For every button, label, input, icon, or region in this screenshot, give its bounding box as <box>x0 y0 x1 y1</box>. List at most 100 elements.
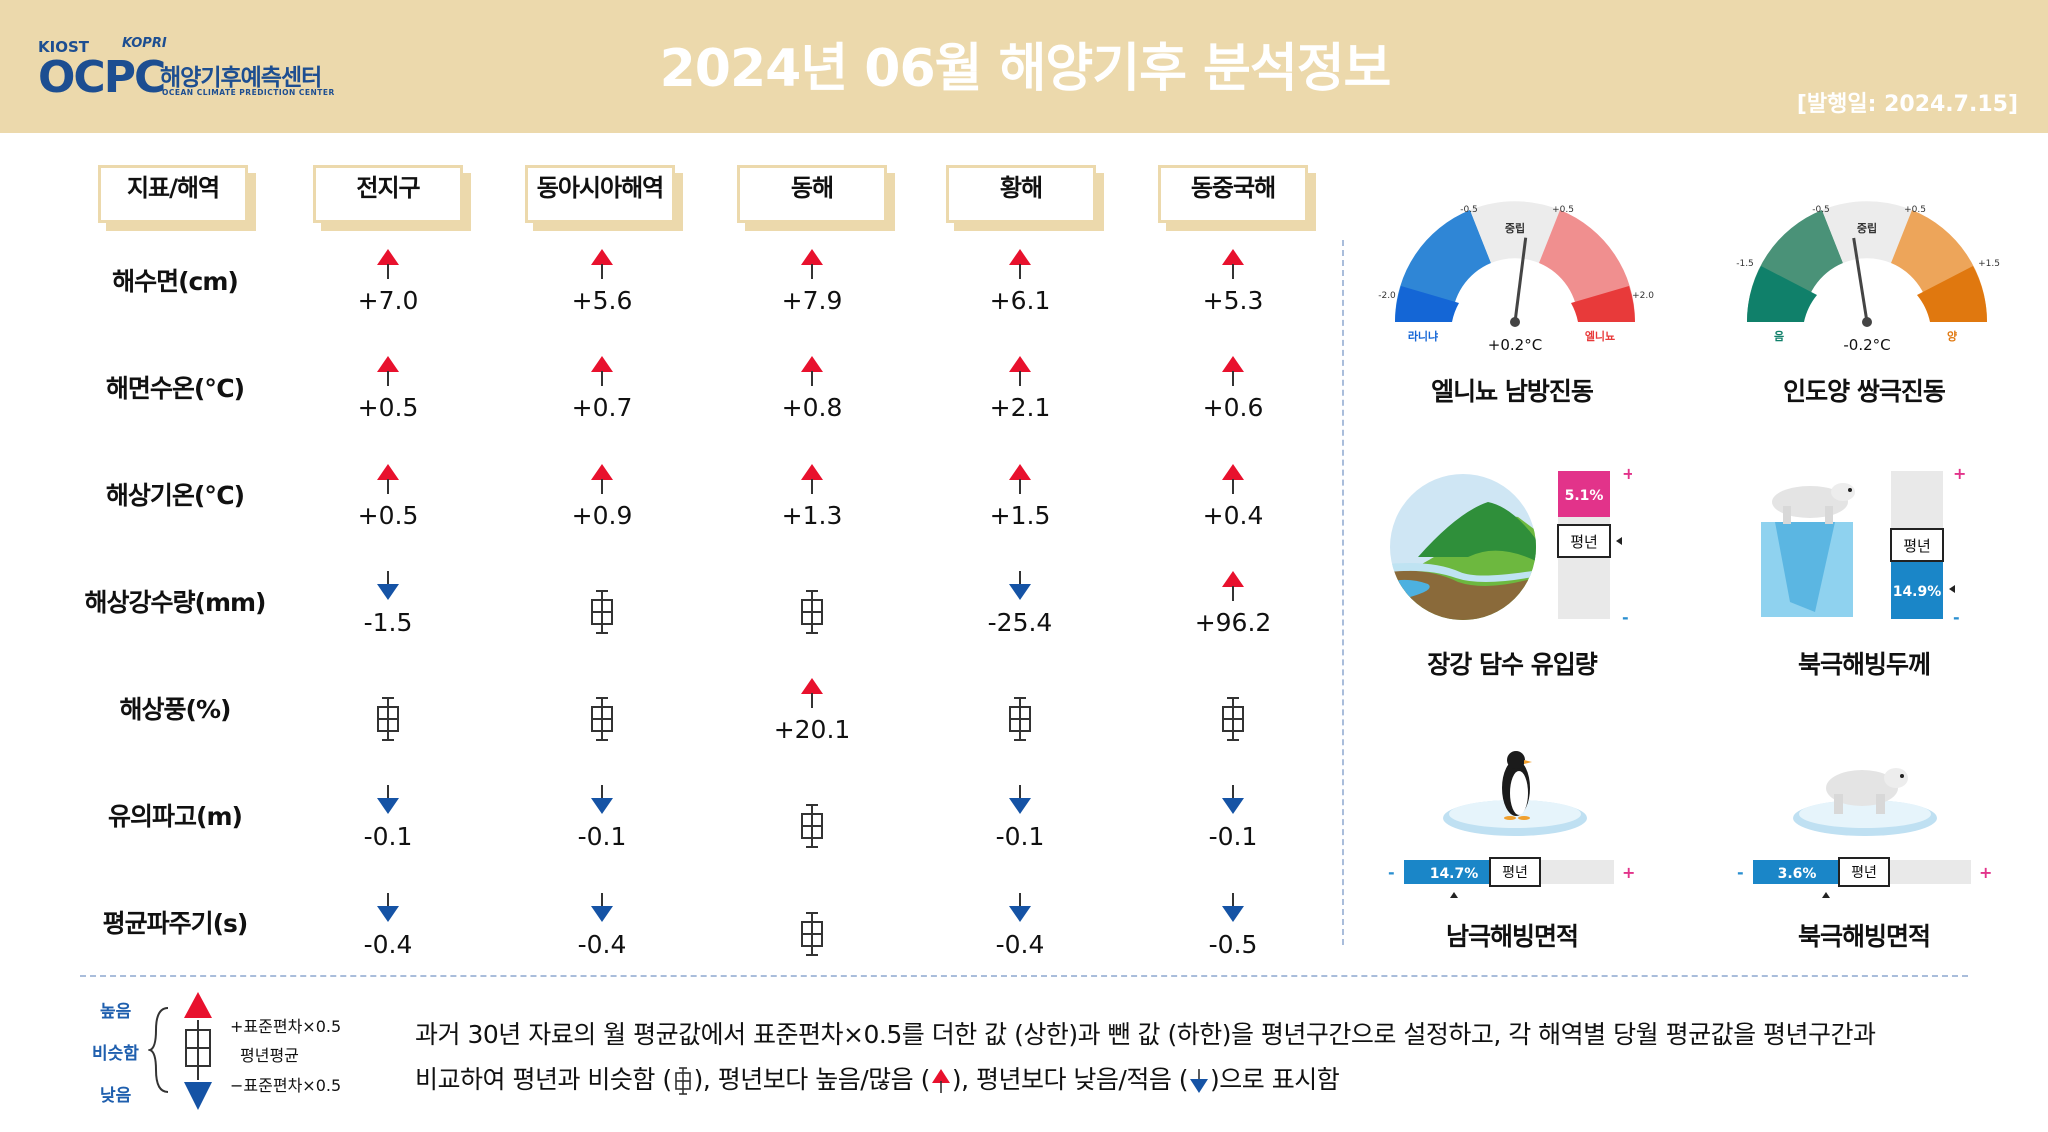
arctic-area-plus: + <box>1979 863 1992 882</box>
region-header-east-sea: 동해 <box>737 165 887 223</box>
up-arrow-icon <box>376 355 400 391</box>
enso-needle <box>1513 237 1528 323</box>
logo-kiost-text: KIOST <box>38 38 89 56</box>
row-label-wind: 해상풍(%) <box>119 695 232 724</box>
cell-value: +20.1 <box>773 715 851 744</box>
row-label-wave-period: 평균파주기(s) <box>102 909 249 938</box>
iod-title: 인도양 쌍극진동 <box>1783 377 1946 406</box>
cell-value: -0.4 <box>577 930 627 959</box>
row-label-sea-level: 해수면(cm) <box>112 267 239 296</box>
up-arrow-icon <box>1221 355 1245 391</box>
cell-value: +7.9 <box>781 286 843 315</box>
up-arrow-icon <box>1008 463 1032 499</box>
logo-kopri-text: KOPRI <box>122 36 167 51</box>
arctic-area-bar: 3.6% 평년 - + <box>1737 857 1992 898</box>
yangtze-percent: 5.1% <box>1565 488 1604 504</box>
row-label-air-temp: 해상기온(℃) <box>105 481 245 510</box>
enso-tick-neg05: -0.5 <box>1460 205 1478 215</box>
cell-value: +1.3 <box>781 501 843 530</box>
cell-value: -25.4 <box>987 608 1053 637</box>
table-cell <box>522 570 682 650</box>
cell-value: +0.9 <box>571 501 633 530</box>
iod-center-label: 중립 <box>1857 222 1877 235</box>
polar-bear-iceberg-illustration <box>1761 483 1855 617</box>
up-arrow-icon <box>800 248 824 284</box>
cell-value: +7.0 <box>357 286 419 315</box>
cell-value: -0.5 <box>1208 930 1258 959</box>
normal-range-icon <box>588 588 616 640</box>
logo-ocpc-text: OCPC <box>38 52 166 103</box>
up-arrow-icon <box>1221 570 1245 606</box>
normal-range-icon <box>798 802 826 854</box>
arctic-thickness-bar: 평년 14.9% + - <box>1890 465 1965 625</box>
cell-value: +0.4 <box>1202 501 1264 530</box>
table-cell: -0.1 <box>940 784 1100 864</box>
table-cell: +0.5 <box>308 463 468 543</box>
cell-value: -0.1 <box>363 822 413 851</box>
desc2-part-b: ), 평년보다 높음/많음 ( <box>693 1065 931 1094</box>
enso-tick-pos20: +2.0 <box>1632 291 1654 301</box>
cell-value: +1.5 <box>989 501 1051 530</box>
down-arrow-icon <box>1008 570 1032 606</box>
table-cell: +2.1 <box>940 355 1100 435</box>
desc2-part-c: ), 평년보다 낮음/적음 ( <box>951 1065 1189 1094</box>
table-cell: +0.6 <box>1153 355 1313 435</box>
table-cell <box>308 677 468 757</box>
table-cell: +1.5 <box>940 463 1100 543</box>
cell-value: -0.4 <box>995 930 1045 959</box>
arctic-thickness-minus: - <box>1953 608 1960 625</box>
legend-high-label: 높음 <box>100 1002 132 1022</box>
normal-range-icon <box>798 588 826 640</box>
table-cell: +6.1 <box>940 248 1100 328</box>
cell-value: +5.6 <box>571 286 633 315</box>
region-header-yellow-sea: 황해 <box>946 165 1096 223</box>
legend-plus-sd: +표준편차×0.5 <box>230 1017 342 1036</box>
normal-symbol-icon <box>674 1067 691 1095</box>
down-arrow-icon <box>376 570 400 606</box>
cell-value: +5.3 <box>1202 286 1264 315</box>
legend-description-line2: 비교하여 평년과 비슷함 (), 평년보다 높음/많음 (), 평년보다 낮음/… <box>415 1060 1975 1096</box>
cell-value: +0.5 <box>357 501 419 530</box>
antarctic-area-minus: - <box>1388 863 1395 882</box>
normal-range-icon <box>374 695 402 747</box>
up-arrow-icon <box>1221 248 1245 284</box>
arctic-area-percent: 3.6% <box>1778 866 1817 882</box>
iod-value: -0.2°C <box>1843 336 1890 350</box>
arctic-thickness-normal-label: 평년 <box>1903 537 1931 555</box>
cell-value: -1.5 <box>363 608 413 637</box>
table-cell: +0.9 <box>522 463 682 543</box>
table-cell: +20.1 <box>732 677 892 757</box>
up-arrow-icon <box>376 248 400 284</box>
table-cell <box>522 677 682 757</box>
arctic-thickness-title: 북극해빙두께 <box>1797 650 1931 679</box>
region-header-global: 전지구 <box>313 165 463 223</box>
iod-tick-neg15: -1.5 <box>1736 259 1754 269</box>
cell-value: -0.1 <box>1208 822 1258 851</box>
cell-value: -0.1 <box>577 822 627 851</box>
cell-value: +6.1 <box>989 286 1051 315</box>
table-cell: +7.0 <box>308 248 468 328</box>
yangtze-bar: 5.1% 평년 + - <box>1557 465 1632 625</box>
table-cell: +0.4 <box>1153 463 1313 543</box>
enso-tick-pos05: +0.5 <box>1552 205 1574 215</box>
normal-range-icon <box>798 910 826 962</box>
antarctic-area-percent: 14.7% <box>1430 866 1479 882</box>
normal-range-icon <box>588 695 616 747</box>
cell-value: +96.2 <box>1194 608 1272 637</box>
arctic-thickness-plus: + <box>1953 465 1965 483</box>
table-cell <box>732 570 892 650</box>
table-cell <box>732 784 892 864</box>
table-cell: -0.1 <box>522 784 682 864</box>
row-label-precip: 해상강수량(mm) <box>84 588 267 617</box>
penguin-ice-illustration <box>1443 751 1587 836</box>
table-cell: +5.3 <box>1153 248 1313 328</box>
region-header-east-china-sea: 동중국해 <box>1158 165 1308 223</box>
down-arrow-icon <box>590 784 614 820</box>
up-arrow-icon <box>800 355 824 391</box>
iod-tick-pos05: +0.5 <box>1904 205 1926 215</box>
horizontal-divider <box>80 975 1968 977</box>
yangtze-river-illustration <box>1390 474 1536 620</box>
down-arrow-icon <box>1221 784 1245 820</box>
table-cell: -0.4 <box>308 892 468 972</box>
cell-value: +0.6 <box>1202 393 1264 422</box>
